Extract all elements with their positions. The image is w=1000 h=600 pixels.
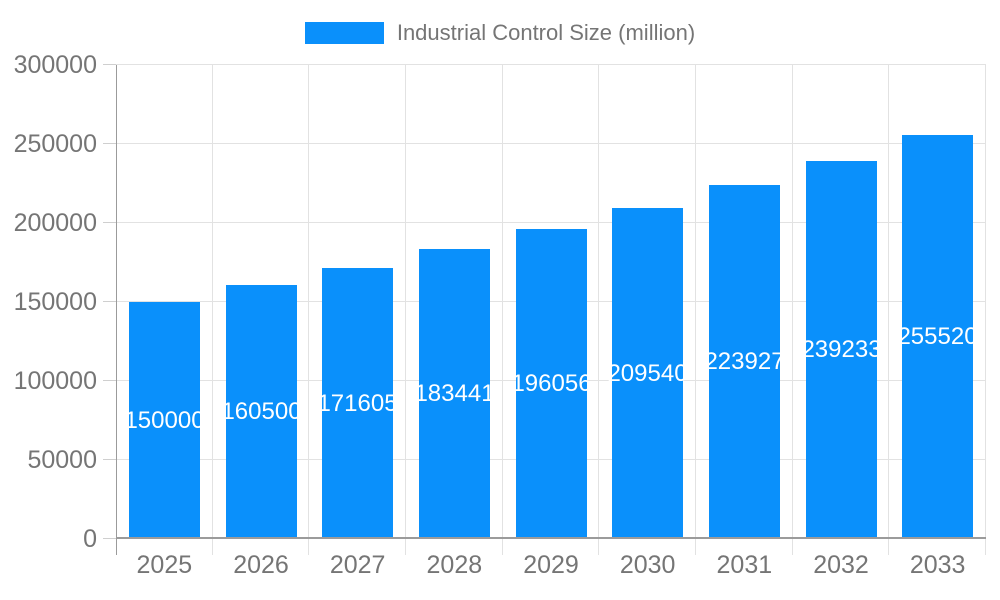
x-axis-label: 2029: [523, 551, 579, 579]
y-axis-label: 300000: [13, 51, 97, 79]
y-axis-label: 150000: [13, 288, 97, 316]
legend-label: Industrial Control Size (million): [396, 20, 696, 45]
y-axis-tick: [103, 301, 116, 302]
bar-value-label: 223927: [704, 348, 785, 375]
plot-area: 0 50000 100000 150000 200000 250000 300000 1500…: [14, 53, 986, 578]
gridline-vertical: [598, 65, 599, 555]
x-axis-line: [116, 537, 986, 539]
legend[interactable]: Industrial Control Size (million): [0, 20, 1000, 46]
y-axis-label: 200000: [13, 209, 97, 237]
y-axis-label: 0: [83, 525, 97, 553]
gridline-vertical: [792, 65, 793, 555]
x-axis-label: 2028: [426, 551, 483, 579]
y-axis-tick: [103, 143, 116, 144]
gridline-vertical: [502, 65, 503, 555]
y-axis-line: [116, 65, 117, 555]
bar[interactable]: 183441: [414, 249, 495, 539]
bar-value-label: 255520: [897, 323, 978, 350]
x-axis-label: 2030: [619, 551, 676, 579]
bar-value-label: 160500: [221, 398, 302, 425]
x-axis-label: 2026: [233, 551, 289, 579]
gridline-vertical: [985, 65, 986, 555]
gridline-horizontal: [116, 64, 986, 65]
bar[interactable]: 160500: [221, 285, 302, 539]
bar[interactable]: 223927: [704, 185, 785, 539]
bar[interactable]: 150000: [124, 302, 205, 539]
gridline-vertical: [695, 65, 696, 555]
bar[interactable]: 239233: [801, 161, 882, 539]
gridline-vertical: [405, 65, 406, 555]
gridline-vertical: [308, 65, 309, 555]
y-axis-tick: [103, 64, 116, 65]
bar-value-label: 171605: [317, 389, 398, 417]
y-axis-label: 50000: [27, 446, 97, 474]
legend-swatch: [304, 22, 384, 44]
bar[interactable]: 171605: [317, 268, 398, 539]
bar[interactable]: 209540: [607, 208, 688, 539]
x-axis-label: 2033: [909, 551, 966, 579]
bar-value-label: 209540: [607, 359, 688, 387]
y-axis-tick: [103, 538, 116, 539]
y-axis-tick: [103, 222, 116, 223]
bar-value-label: 196056: [511, 370, 592, 397]
bar[interactable]: 255520: [897, 135, 978, 539]
x-axis-label: 2027: [329, 551, 386, 579]
y-axis-label: 100000: [13, 367, 97, 395]
x-axis-label: 2032: [813, 551, 869, 579]
x-axis-label: 2025: [136, 551, 193, 579]
bar-value-label: 239233: [801, 336, 882, 363]
bar[interactable]: 196056: [511, 229, 592, 539]
gridline-horizontal: [116, 143, 986, 144]
bar-value-label: 183441: [414, 380, 495, 407]
y-axis-tick: [103, 380, 116, 381]
x-axis-label: 2031: [716, 551, 773, 579]
y-axis-label: 250000: [13, 130, 97, 158]
gridline-vertical: [888, 65, 889, 555]
gridline-horizontal: [116, 222, 986, 223]
y-axis-tick: [103, 459, 116, 460]
gridline-vertical: [212, 65, 213, 555]
bar-value-label: 150000: [124, 406, 205, 434]
